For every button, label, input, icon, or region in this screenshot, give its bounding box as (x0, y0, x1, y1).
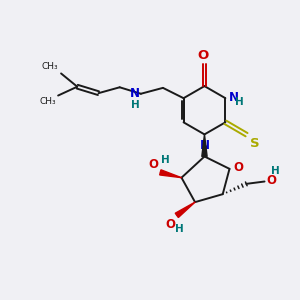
Text: H: H (271, 166, 280, 176)
Text: H: H (161, 155, 170, 165)
Text: CH₃: CH₃ (39, 97, 56, 106)
Text: O: O (148, 158, 158, 171)
Polygon shape (160, 170, 182, 178)
Text: S: S (250, 137, 259, 150)
Text: CH₃: CH₃ (41, 62, 58, 71)
Text: H: H (236, 97, 244, 107)
Text: H: H (130, 100, 140, 110)
Polygon shape (202, 134, 207, 157)
Text: O: O (266, 174, 276, 188)
Text: H: H (175, 224, 184, 234)
Text: O: O (197, 49, 208, 62)
Text: O: O (165, 218, 175, 231)
Text: O: O (233, 160, 243, 174)
Text: N: N (129, 87, 140, 100)
Text: N: N (229, 91, 239, 104)
Polygon shape (175, 202, 195, 218)
Text: N: N (200, 139, 209, 152)
